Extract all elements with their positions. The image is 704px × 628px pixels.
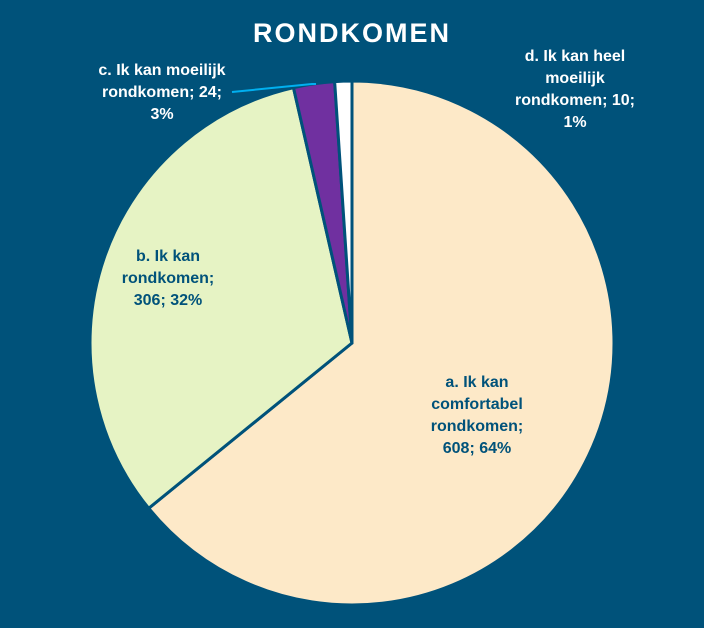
slice-label-c-line-1: c. Ik kan moeilijk (98, 62, 226, 79)
pie-slice-b (88, 86, 354, 510)
slice-label-b-line-1: b. Ik kan (135, 248, 201, 265)
slice-label-d: d. Ik kan heel moeilijk rondkomen; 10; 1… (500, 46, 650, 134)
slice-label-d-line-1: d. Ik kan heel (524, 48, 626, 65)
slice-label-d-line-4: 1% (563, 114, 587, 131)
slice-label-c: c. Ik kan moeilijk rondkomen; 24; 3% (82, 60, 242, 126)
pie-slice-a (147, 79, 616, 607)
slice-label-b: b. Ik kan rondkomen; 306; 32% (108, 246, 228, 312)
slice-label-d-line-3: rondkomen; 10; (514, 92, 635, 109)
leader-line-c (231, 83, 316, 93)
pie-slice-d (333, 79, 354, 345)
slice-label-a-line-2: comfortabel (431, 396, 523, 413)
slice-label-b-line-3: 306; 32% (133, 292, 203, 309)
slice-label-d-line-2: moeilijk (545, 70, 605, 87)
slice-label-b-line-2: rondkomen; (121, 270, 215, 287)
chart-title: RONDKOMEN (253, 18, 451, 48)
slice-label-a: a. Ik kan comfortabel rondkomen; 608; 64… (412, 372, 542, 460)
slice-label-a-line-1: a. Ik kan (445, 374, 509, 391)
slice-label-c-line-2: rondkomen; 24; (101, 84, 222, 101)
slice-label-c-line-3: 3% (150, 106, 174, 123)
slice-label-a-line-4: 608; 64% (442, 440, 512, 457)
slice-label-a-line-3: rondkomen; (430, 418, 524, 435)
